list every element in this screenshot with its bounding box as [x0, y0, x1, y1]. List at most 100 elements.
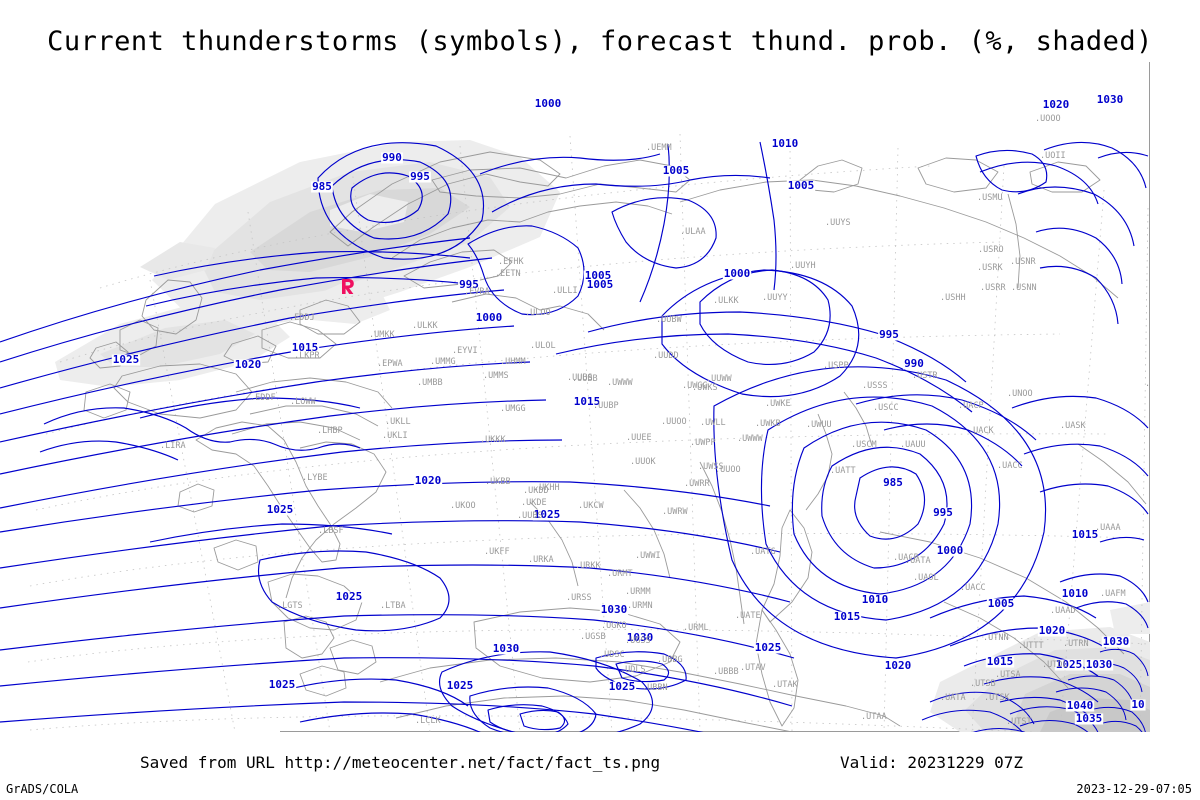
isobar-label: 1015	[574, 395, 601, 408]
station-label: .UTST	[1006, 717, 1032, 727]
isobar-label: 1025	[534, 508, 561, 521]
station-label: .USNR	[1010, 257, 1036, 267]
isobar-label-backdrop	[532, 509, 562, 521]
station-label: .UTDL	[1042, 660, 1068, 670]
station-label: .UWSS	[698, 462, 724, 472]
coastlines-and-borders	[83, 151, 1147, 732]
station-label: .USPP	[823, 361, 849, 371]
isobar-label: 1030	[1103, 635, 1130, 648]
station-label: .USNN	[1011, 283, 1037, 293]
isobar-label: 1020	[235, 358, 262, 371]
station-label: .UOII	[1040, 151, 1066, 161]
station-label: .UTSB	[970, 679, 996, 689]
station-label: .USRK	[977, 263, 1003, 273]
station-label: .USRR	[980, 283, 1006, 293]
isobar-label: 1000	[724, 267, 751, 280]
station-label: .UACC	[960, 583, 986, 593]
station-label: .ULKK	[713, 296, 739, 306]
station-label: .EDDF	[250, 393, 276, 403]
isobar-label-backdrop	[882, 477, 904, 489]
isobar-label-backdrop	[932, 507, 954, 519]
station-label: .UUBS	[567, 373, 593, 383]
isobar-label: 1040	[1067, 699, 1094, 712]
thunderstorm-probability-shading	[55, 140, 1150, 732]
station-label: .UWWW	[737, 434, 763, 444]
isobar-label-backdrop	[599, 604, 629, 616]
isobar-label-backdrop	[935, 545, 965, 557]
station-label: .UWKB	[755, 419, 781, 429]
station-label: .UMMS	[483, 371, 509, 381]
station-label: .UHMM	[500, 357, 526, 367]
station-label: .UOOO	[1035, 114, 1061, 124]
isobar-label: 1005	[988, 597, 1015, 610]
isobars	[0, 141, 1149, 732]
station-label: .UAAA	[1095, 523, 1121, 533]
isobar-label-backdrop	[986, 598, 1016, 610]
thunderstorm-symbols[interactable]	[342, 279, 354, 294]
station-label: .UMBB	[417, 378, 443, 388]
station-label: .URMT	[607, 569, 633, 579]
isobar-labels: 1000 1020 10309901010995985100510051000100…	[111, 93, 1146, 725]
station-label: .UWPP	[690, 438, 716, 448]
isobar-label: 10	[1131, 698, 1144, 711]
station-label: .UDSC	[599, 650, 625, 660]
isobar-label: 1025	[447, 679, 474, 692]
thunderstorm-symbol[interactable]	[342, 279, 354, 294]
isobar-label: 985	[312, 180, 332, 193]
station-label: .LKPR	[294, 351, 320, 361]
station-label: .LCLK	[415, 716, 441, 726]
isobar-label-backdrop	[878, 329, 900, 341]
station-label: .EPWA	[377, 359, 403, 369]
station-label: .USSS	[862, 381, 888, 391]
isobar-label-backdrop	[409, 171, 431, 183]
isobar-label: 1005	[585, 269, 612, 282]
station-label: .UUDD	[653, 351, 679, 361]
isobar-label: 990	[382, 151, 402, 164]
isobar-label: 1030	[1086, 658, 1113, 671]
station-label: .UWKS	[692, 383, 718, 393]
isobar-label-backdrop	[786, 180, 816, 192]
station-label: .UATE	[735, 611, 761, 621]
isobar-label: 1020	[885, 659, 912, 672]
station-label: .UUYS	[825, 218, 851, 228]
station-label: .UWWW	[607, 378, 633, 388]
isobar-label-backdrop	[1101, 636, 1131, 648]
station-label: .UUBB	[572, 374, 598, 384]
station-label: .UKLI	[382, 431, 408, 441]
station-label: .LHBP	[317, 426, 343, 436]
isobar-label: 1000	[937, 544, 964, 557]
isobar-label-backdrop	[1037, 625, 1067, 637]
station-label: .UATA	[940, 693, 966, 703]
isobar-label-backdrop	[1060, 588, 1090, 600]
station-label: .UUOO	[661, 417, 687, 427]
isobar-label: 1025	[269, 678, 296, 691]
isobar-label: 1035	[1076, 712, 1103, 725]
station-label: .URSS	[566, 593, 592, 603]
isobar-label: 1030	[493, 642, 520, 655]
isobar-label-backdrop	[770, 138, 800, 150]
station-label: .USHH	[940, 293, 966, 303]
station-label: .USCM	[851, 440, 877, 450]
station-label: .USCC	[873, 403, 899, 413]
source-url-label: Saved from URL http://meteocenter.net/fa…	[140, 753, 661, 772]
isobar-label-backdrop	[985, 656, 1015, 668]
station-label: .UBBB	[713, 667, 739, 677]
station-label: .LGTS	[277, 601, 303, 611]
isobar-label: 1005	[663, 164, 690, 177]
isobar-label-backdrop	[832, 611, 862, 623]
isobar-label-backdrop	[413, 475, 443, 487]
isobar-label-backdrop	[585, 279, 615, 291]
station-label: .UKBB	[485, 477, 511, 487]
station-label: .UUBW	[656, 315, 682, 325]
station-label: .LOWW	[290, 397, 316, 407]
isobar-label: 1025	[609, 680, 636, 693]
isobar-label: 1025	[113, 353, 140, 366]
map-canvas[interactable]: 1000 1020 1030 990 1010 995 985 1005 1005 1000 100…	[0, 62, 1150, 732]
station-label: .UKOO	[450, 501, 476, 511]
station-label: .UAUU	[900, 440, 926, 450]
isobar-label-backdrop	[334, 591, 364, 603]
station-label: .UUWW	[706, 374, 732, 384]
station-labels: .EDDJ .ULKK .EVRA .EYVI .EPWA .LKPR .LOWW .LHBP…	[160, 114, 1150, 727]
isobar-label-backdrop	[722, 268, 752, 280]
station-label: .LTBA	[380, 601, 406, 611]
